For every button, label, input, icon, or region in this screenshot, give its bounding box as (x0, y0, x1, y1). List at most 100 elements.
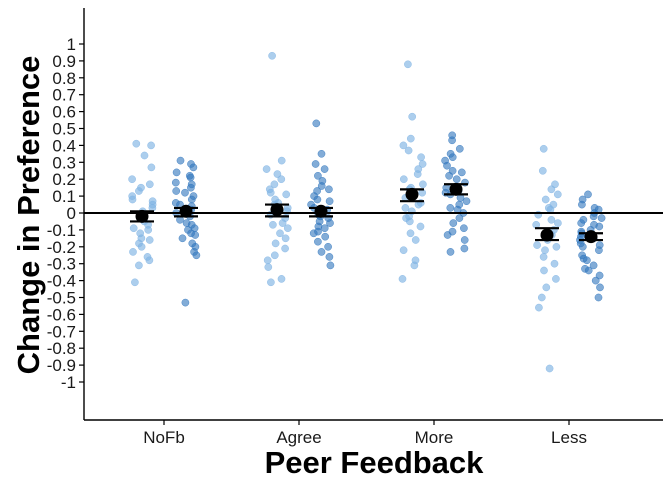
y-tick-label: -0.6 (47, 305, 76, 324)
data-point (140, 151, 149, 160)
y-tick-label: -0.3 (47, 255, 76, 274)
data-point (550, 259, 559, 268)
data-point (408, 112, 417, 121)
data-point (406, 134, 415, 143)
data-point (172, 187, 181, 195)
data-point (535, 303, 543, 312)
data-point (309, 229, 318, 238)
data-point (145, 236, 154, 244)
y-tick-label: -0.1 (47, 221, 76, 240)
data-point (267, 278, 275, 287)
data-point (445, 171, 453, 180)
mean-point (135, 209, 149, 223)
mean-point (270, 203, 284, 217)
data-point (579, 254, 588, 263)
data-point (187, 180, 196, 189)
data-point (135, 261, 143, 270)
data-point (538, 166, 547, 175)
y-tick-label: 0.2 (52, 170, 76, 189)
data-point (401, 204, 410, 212)
means-layer (130, 182, 603, 244)
y-tick-label: 1 (67, 35, 76, 54)
y-tick-label: 0.9 (52, 52, 76, 71)
data-point (448, 227, 457, 236)
data-point (398, 275, 407, 283)
data-point (147, 163, 156, 172)
data-point (270, 251, 279, 260)
data-point (589, 261, 598, 270)
data-point (399, 141, 408, 150)
data-point (268, 51, 276, 60)
data-point (326, 219, 334, 227)
mean-point (449, 182, 463, 196)
data-point (595, 241, 604, 249)
data-point (417, 153, 425, 162)
data-point (578, 242, 587, 251)
data-point (460, 224, 468, 233)
data-point (262, 165, 271, 173)
data-point (410, 261, 419, 270)
data-point (590, 220, 598, 229)
y-tick-label: 0.4 (52, 136, 76, 155)
data-point (317, 149, 326, 158)
y-tick-label: 0.1 (52, 187, 76, 206)
data-point (132, 139, 141, 148)
y-tick-label: -0.8 (47, 339, 76, 358)
data-point (320, 224, 329, 233)
data-point (172, 168, 181, 177)
data-point (399, 246, 408, 255)
data-point (273, 170, 282, 178)
y-ticks: 10.90.80.70.60.50.40.30.20.10-0.1-0.2-0.… (47, 35, 84, 392)
data-point (277, 156, 286, 165)
data-point (578, 200, 586, 209)
data-point (591, 276, 600, 285)
y-tick-label: -0.5 (47, 289, 76, 308)
data-point (419, 180, 427, 189)
data-point (402, 214, 410, 222)
data-point (404, 60, 412, 69)
data-point (283, 224, 292, 233)
y-tick-label: -1 (61, 373, 76, 392)
data-point (271, 239, 280, 248)
data-point (533, 241, 541, 249)
data-point (266, 188, 275, 197)
data-point (145, 256, 154, 265)
y-tick-label: 0.8 (52, 69, 76, 88)
data-point (324, 242, 332, 251)
data-point (313, 195, 322, 204)
data-point (181, 298, 190, 307)
data-point (325, 185, 333, 194)
data-point (264, 263, 273, 271)
data-point (148, 197, 157, 206)
data-point (314, 171, 322, 180)
data-point (457, 168, 466, 177)
data-point (176, 156, 185, 165)
data-point (128, 195, 137, 204)
data-point (595, 271, 604, 280)
data-point (552, 242, 561, 251)
data-point (185, 171, 194, 180)
data-point (406, 229, 415, 238)
y-axis-title: Change in Preference (11, 56, 46, 375)
data-point (446, 204, 455, 212)
data-point (137, 183, 145, 192)
data-point (539, 253, 548, 261)
data-point (554, 219, 562, 227)
data-point (541, 195, 550, 204)
data-point (542, 283, 551, 292)
data-point (537, 293, 546, 302)
data-point (320, 165, 329, 173)
y-tick-label: -0.2 (47, 238, 76, 257)
data-point (418, 160, 427, 168)
data-point (594, 293, 603, 302)
data-point (413, 170, 422, 178)
data-point (547, 215, 556, 224)
points-layer (128, 51, 606, 373)
data-point (321, 232, 330, 241)
data-point (281, 244, 289, 253)
data-point (129, 224, 138, 233)
data-point (311, 160, 320, 168)
data-point (552, 275, 560, 283)
x-tick-label: NoFb (143, 428, 185, 447)
mean-point (405, 187, 419, 201)
